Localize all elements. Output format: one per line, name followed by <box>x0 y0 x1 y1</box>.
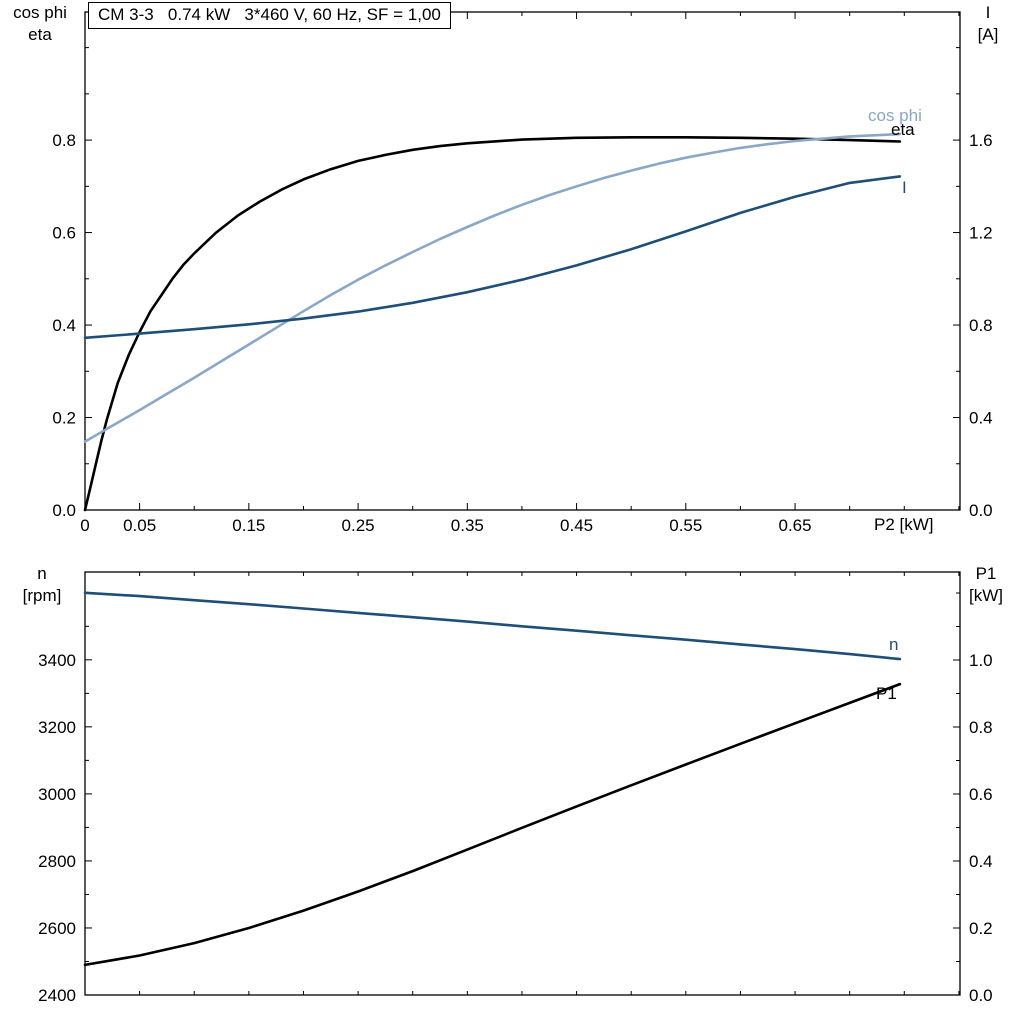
axis-label-current-unit: [A] <box>977 25 999 44</box>
axis-label-power-in: P1 <box>975 564 997 583</box>
x-tick-label: 0.15 <box>232 516 265 535</box>
curve-speed-n <box>83 591 902 661</box>
curve-label-eta: eta <box>891 120 915 139</box>
x-tick-label: 0.35 <box>451 516 484 535</box>
y-left-tick-label: 2400 <box>38 986 76 1005</box>
y-right-axis-title-top: I [A] <box>958 2 1018 46</box>
y-left-tick-label: 3000 <box>38 785 76 804</box>
curve-eta <box>83 136 902 512</box>
x-tick-label: 0.05 <box>123 516 156 535</box>
motor-mechanical-chart-frame <box>84 571 961 996</box>
motor-mechanical-chart: 2400 2600 2800 3000 3200 3400 0.0 0.2 0.4 0.6 0.8 1… <box>38 571 993 1005</box>
curve-current-I <box>83 175 902 340</box>
axis-label-power-in-unit: [kW] <box>969 586 1003 605</box>
y-left-tick-label: 3400 <box>38 651 76 670</box>
curve-power-in-P1 <box>83 682 902 967</box>
chart-title-box: CM 3-3 0.74 kW 3*460 V, 60 Hz, SF = 1,00 <box>88 2 451 29</box>
curve-cos-phi <box>83 132 902 443</box>
axis-label-cos-phi: cos phi <box>13 3 67 22</box>
y-right-tick-label: 0.6 <box>969 785 993 804</box>
x-tick-label: 0.65 <box>779 516 812 535</box>
x-tick-label: 0.55 <box>669 516 702 535</box>
axis-label-eta: eta <box>28 25 52 44</box>
y-left-axis-title-top: cos phi eta <box>2 2 78 46</box>
y-right-tick-label: 0.4 <box>969 852 993 871</box>
y-left-tick-label: 0.4 <box>52 316 76 335</box>
x-tick-label: 0.45 <box>560 516 593 535</box>
y-right-tick-label: 1.6 <box>969 131 993 150</box>
curve-label-power-in: P1 <box>876 684 897 703</box>
y-right-tick-label: 0.0 <box>969 501 993 520</box>
y-left-axis-title-bottom: n [rpm] <box>6 563 78 607</box>
axis-label-speed: n <box>37 564 47 583</box>
axis-label-current: I <box>985 3 991 22</box>
y-right-tick-label: 0.2 <box>969 919 993 938</box>
y-right-tick-label: 0.4 <box>969 409 993 428</box>
curve-label-speed: n <box>889 635 899 654</box>
y-left-tick-label: 0.2 <box>52 409 76 428</box>
y-left-tick-label: 3200 <box>38 718 76 737</box>
y-left-tick-label: 0.8 <box>52 131 76 150</box>
curve-label-cos-phi: cos phi <box>868 106 922 125</box>
x-tick-label: 0.25 <box>342 516 375 535</box>
y-right-tick-label: 0.8 <box>969 316 993 335</box>
y-right-tick-label: 0.0 <box>969 986 993 1005</box>
axis-label-speed-unit: [rpm] <box>22 586 62 605</box>
y-right-tick-label: 0.8 <box>969 718 993 737</box>
y-right-tick-label: 1.2 <box>969 224 993 243</box>
y-left-tick-label: 0.6 <box>52 224 76 243</box>
y-left-tick-label: 0.0 <box>52 501 76 520</box>
x-tick-label: 0 <box>80 516 89 535</box>
curve-label-current: I <box>902 178 907 197</box>
y-right-tick-label: 1.0 <box>969 651 993 670</box>
motor-electrical-chart: 0 0.05 0.15 0.25 0.35 0.45 0.55 0.65 0.0 0.2 0.4 0.… <box>52 11 993 535</box>
y-left-tick-label: 2800 <box>38 852 76 871</box>
motor-electrical-chart-frame <box>84 11 961 511</box>
y-right-axis-title-bottom: P1 [kW] <box>952 563 1020 607</box>
x-axis-title: P2 [kW] <box>874 515 934 534</box>
y-left-tick-label: 2600 <box>38 919 76 938</box>
